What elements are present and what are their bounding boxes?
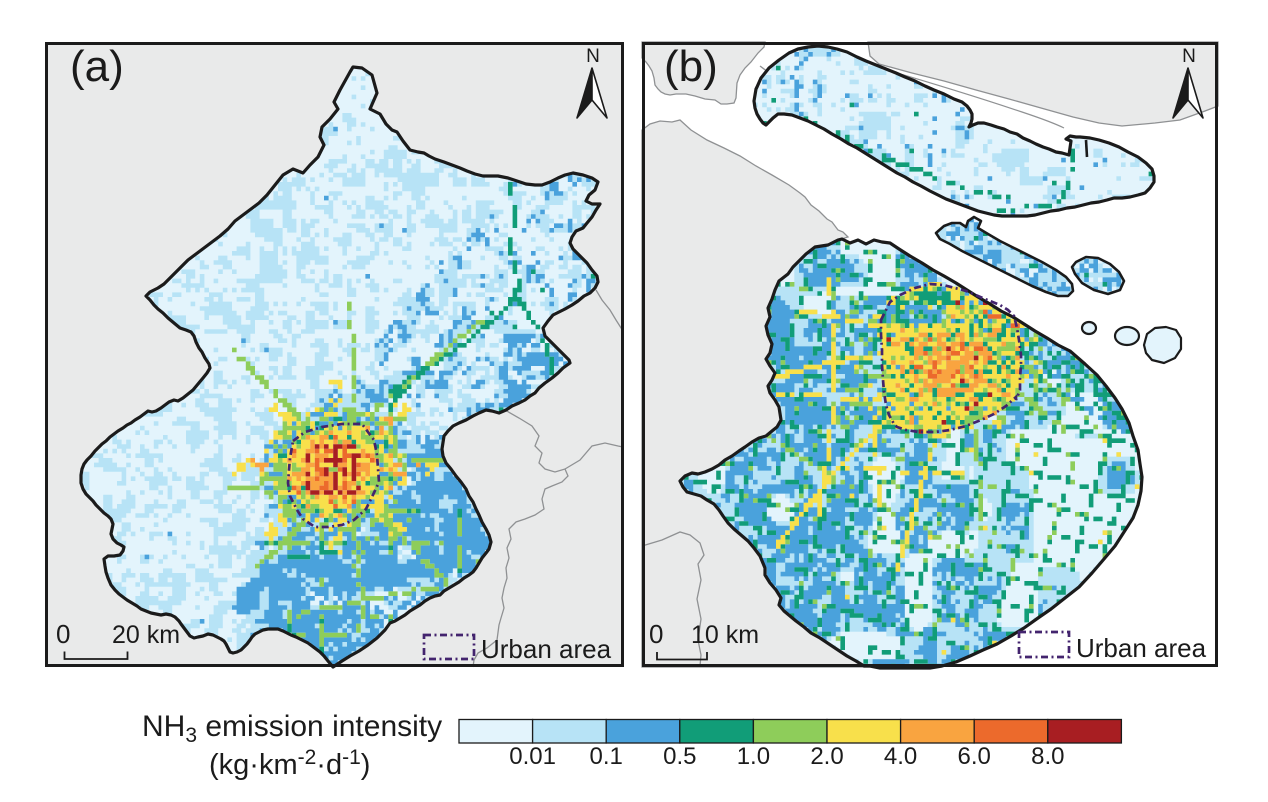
svg-text:Urban area: Urban area [1076, 633, 1207, 663]
svg-text:N: N [1182, 46, 1196, 67]
svg-text:NH3 emission intensity: NH3 emission intensity [142, 710, 442, 747]
svg-text:2.0: 2.0 [810, 743, 843, 770]
svg-text:6.0: 6.0 [958, 743, 991, 770]
svg-text:N: N [586, 46, 600, 67]
svg-text:10 km: 10 km [691, 621, 759, 649]
svg-text:(a): (a) [70, 42, 124, 91]
svg-text:0.5: 0.5 [663, 743, 696, 770]
svg-text:4.0: 4.0 [884, 743, 917, 770]
svg-text:8.0: 8.0 [1031, 743, 1064, 770]
svg-text:20 km: 20 km [112, 621, 180, 649]
svg-text:0: 0 [56, 619, 70, 649]
svg-text:0.1: 0.1 [590, 743, 623, 770]
svg-text:(b): (b) [664, 42, 718, 91]
svg-text:Urban area: Urban area [481, 634, 612, 664]
svg-text:1.0: 1.0 [737, 743, 770, 770]
svg-text:0: 0 [649, 619, 663, 649]
svg-text:0.01: 0.01 [509, 743, 556, 770]
